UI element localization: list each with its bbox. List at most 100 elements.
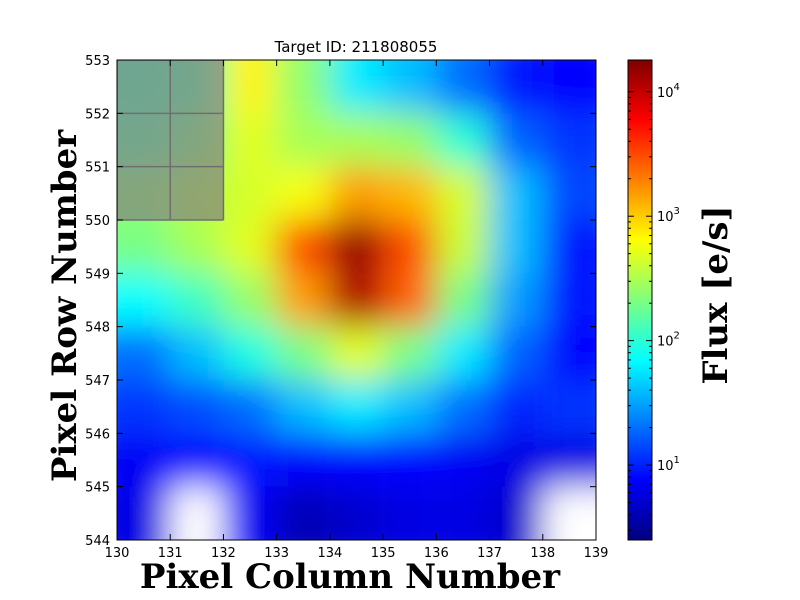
heatmap-image <box>117 60 596 540</box>
y-tick-label: 546 <box>85 427 110 442</box>
heatmap-cell-138-549 <box>542 220 596 274</box>
heatmap-cell-138-544 <box>542 486 596 540</box>
heatmap-cell-130-548 <box>117 273 171 327</box>
y-tick-label: 552 <box>85 107 110 122</box>
heatmap-cell-134-552 <box>329 60 384 114</box>
heatmap-cell-138-552 <box>542 60 596 114</box>
heatmap-cell-133-546 <box>276 380 330 434</box>
colorbar-tick-label: 102 <box>657 331 680 350</box>
heatmap-cell-136-546 <box>436 380 490 434</box>
heatmap-cell-138-546 <box>542 380 596 434</box>
heatmap-cell-137-546 <box>489 380 543 434</box>
heatmap-cell-133-549 <box>276 220 330 274</box>
x-tick-label: 133 <box>264 546 289 561</box>
heatmap-cell-133-552 <box>276 60 330 114</box>
heatmap-cell-136-547 <box>436 326 490 380</box>
heatmap-cell-131-546 <box>170 380 224 434</box>
y-tick-label: 549 <box>85 267 110 282</box>
heatmap-cell-137-544 <box>489 486 543 540</box>
y-tick-label: 547 <box>85 374 110 389</box>
heatmap-cell-131-545 <box>170 433 224 487</box>
heatmap-cell-133-545 <box>276 433 330 487</box>
heatmap-cell-136-544 <box>436 486 490 540</box>
heatmap-cell-130-546 <box>117 380 171 434</box>
heatmap-cell-130-544 <box>117 486 171 540</box>
y-tick-label: 551 <box>85 161 110 176</box>
heatmap-cell-132-552 <box>223 60 277 114</box>
heatmap-cell-138-548 <box>542 273 596 327</box>
heatmap-cell-137-551 <box>489 113 543 167</box>
chart-title: Target ID: 211808055 <box>274 38 438 56</box>
heatmap-cell-137-552 <box>489 60 543 114</box>
heatmap-cell-130-545 <box>117 433 171 487</box>
colorbar-tick-label: 101 <box>657 455 680 474</box>
heatmap-cell-132-547 <box>223 326 277 380</box>
heatmap-cell-136-549 <box>436 220 490 274</box>
y-tick-label: 553 <box>85 54 110 69</box>
x-tick-label: 136 <box>424 546 449 561</box>
heatmap-cell-130-549 <box>117 220 171 274</box>
heatmap-cell-130-547 <box>117 326 171 380</box>
heatmap-cell-132-549 <box>223 220 277 274</box>
heatmap-cell-132-551 <box>223 113 277 167</box>
heatmap-cell-135-548 <box>383 273 437 327</box>
x-tick-label: 132 <box>211 546 236 561</box>
heatmap-cell-135-547 <box>383 326 437 380</box>
heatmap-cell-134-548 <box>329 273 384 327</box>
heatmap-cell-137-550 <box>489 166 543 220</box>
heatmap-cell-136-551 <box>436 113 490 167</box>
x-tick-label: 131 <box>158 546 183 561</box>
heatmap-cell-137-548 <box>489 273 543 327</box>
y-tick-label: 545 <box>85 481 110 496</box>
heatmap-cell-131-547 <box>170 326 224 380</box>
x-axis-title: Pixel Column Number <box>140 557 561 597</box>
heatmap-cell-132-544 <box>223 486 277 540</box>
heatmap-cell-132-550 <box>223 166 277 220</box>
heatmap-cell-133-547 <box>276 326 330 380</box>
x-tick-label: 139 <box>584 546 609 561</box>
heatmap-cell-134-545 <box>329 433 384 487</box>
heatmap-cell-134-544 <box>329 486 384 540</box>
aperture-mask <box>117 60 225 221</box>
heatmap-cell-136-548 <box>436 273 490 327</box>
heatmap-cell-135-549 <box>383 220 437 274</box>
heatmap-cell-132-545 <box>223 433 277 487</box>
heatmap-cell-131-544 <box>170 486 224 540</box>
heatmap-cell-134-549 <box>329 220 384 274</box>
x-tick-label: 137 <box>477 546 502 561</box>
heatmap-cell-135-550 <box>383 166 437 220</box>
x-axis: 130 131 132 133 134 135 136 137 138 139 <box>105 60 609 561</box>
heatmap-cell-133-551 <box>276 113 330 167</box>
heatmap-cell-137-547 <box>489 326 543 380</box>
heatmap-cell-134-547 <box>329 326 384 380</box>
heatmap-cell-136-545 <box>436 433 490 487</box>
y-axis-title: Pixel Row Number <box>45 129 85 482</box>
heatmap-cell-133-544 <box>276 486 330 540</box>
heatmap-cell-138-545 <box>542 433 596 487</box>
heatmap-cell-138-551 <box>542 113 596 167</box>
heatmap-cell-132-546 <box>223 380 277 434</box>
heatmap-cell-134-546 <box>329 380 384 434</box>
x-tick-label: 135 <box>371 546 396 561</box>
heatmap-cell-134-550 <box>329 166 384 220</box>
heatmap-cell-135-544 <box>383 486 437 540</box>
heatmap-cell-138-550 <box>542 166 596 220</box>
colorbar-gradient <box>627 59 653 541</box>
heatmap-cell-131-549 <box>170 220 224 274</box>
y-axis: 544 545 546 547 548 549 550 551 552 553 <box>85 54 596 549</box>
heatmap-cell-135-546 <box>383 380 437 434</box>
heatmap-cell-132-548 <box>223 273 277 327</box>
heatmap-cell-133-548 <box>276 273 330 327</box>
y-tick-label: 550 <box>85 214 110 229</box>
heatmap-cell-136-550 <box>436 166 490 220</box>
heatmap-cell-131-548 <box>170 273 224 327</box>
heatmap-cell-137-549 <box>489 220 543 274</box>
heatmap-cell-136-552 <box>436 60 490 114</box>
plot-frame <box>116 59 597 541</box>
heatmap-cell-138-547 <box>542 326 596 380</box>
heatmap-cell-133-550 <box>276 166 330 220</box>
heatmap-cell-135-552 <box>383 60 437 114</box>
heatmap-cell-135-551 <box>383 113 437 167</box>
heatmap-cell-137-545 <box>489 433 543 487</box>
